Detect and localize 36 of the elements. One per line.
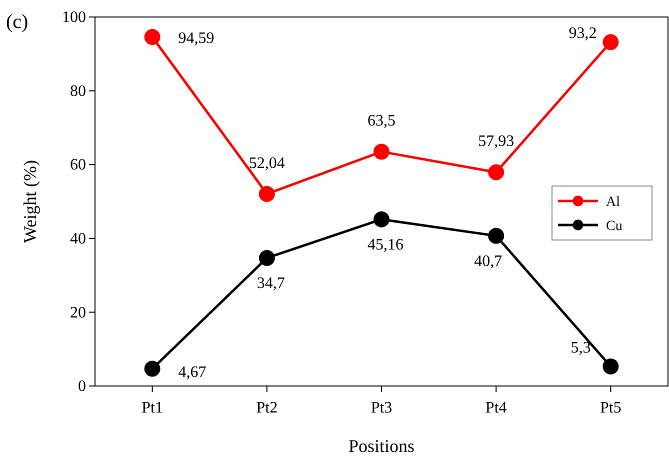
y-axis-title: Weight (%)	[20, 160, 40, 244]
y-tick-label: 60	[70, 156, 86, 174]
x-tick-label: Pt4	[485, 400, 507, 417]
data-label: 45,16	[368, 236, 404, 254]
point	[488, 228, 504, 244]
data-label: 57,93	[478, 133, 514, 150]
point	[602, 358, 619, 374]
data-label: 94,59	[178, 30, 214, 47]
data-label: 63,5	[368, 112, 396, 130]
x-axis-title: Positions	[348, 436, 415, 456]
x-tick-label: Pt3	[370, 400, 392, 417]
point	[258, 250, 275, 266]
data-label: 34,7	[256, 274, 285, 292]
y-tick-label: 80	[70, 82, 86, 100]
data-label: 4,67	[178, 364, 206, 381]
x-tick-label: Pt1	[142, 400, 163, 417]
point	[374, 144, 390, 160]
point	[258, 186, 275, 202]
legend-label: Cu	[606, 219, 622, 234]
point	[374, 211, 390, 228]
y-tick-label: 100	[62, 9, 86, 26]
y-tick-label: 20	[70, 304, 86, 322]
y-tick-label: 40	[70, 230, 86, 248]
point	[602, 34, 619, 50]
y-tick-label: 0	[78, 378, 86, 396]
point	[144, 29, 160, 45]
x-tick-label: Pt5	[600, 400, 622, 417]
data-label: 52,04	[248, 154, 285, 172]
x-tick-label: Pt2	[256, 400, 278, 417]
data-label: 93,2	[568, 25, 597, 42]
legend-label: Al	[606, 195, 620, 210]
point	[144, 360, 160, 377]
data-label: 40,7	[474, 252, 502, 270]
text: (c)	[6, 11, 28, 33]
point	[488, 164, 504, 180]
data-label: 5,3	[570, 339, 591, 356]
